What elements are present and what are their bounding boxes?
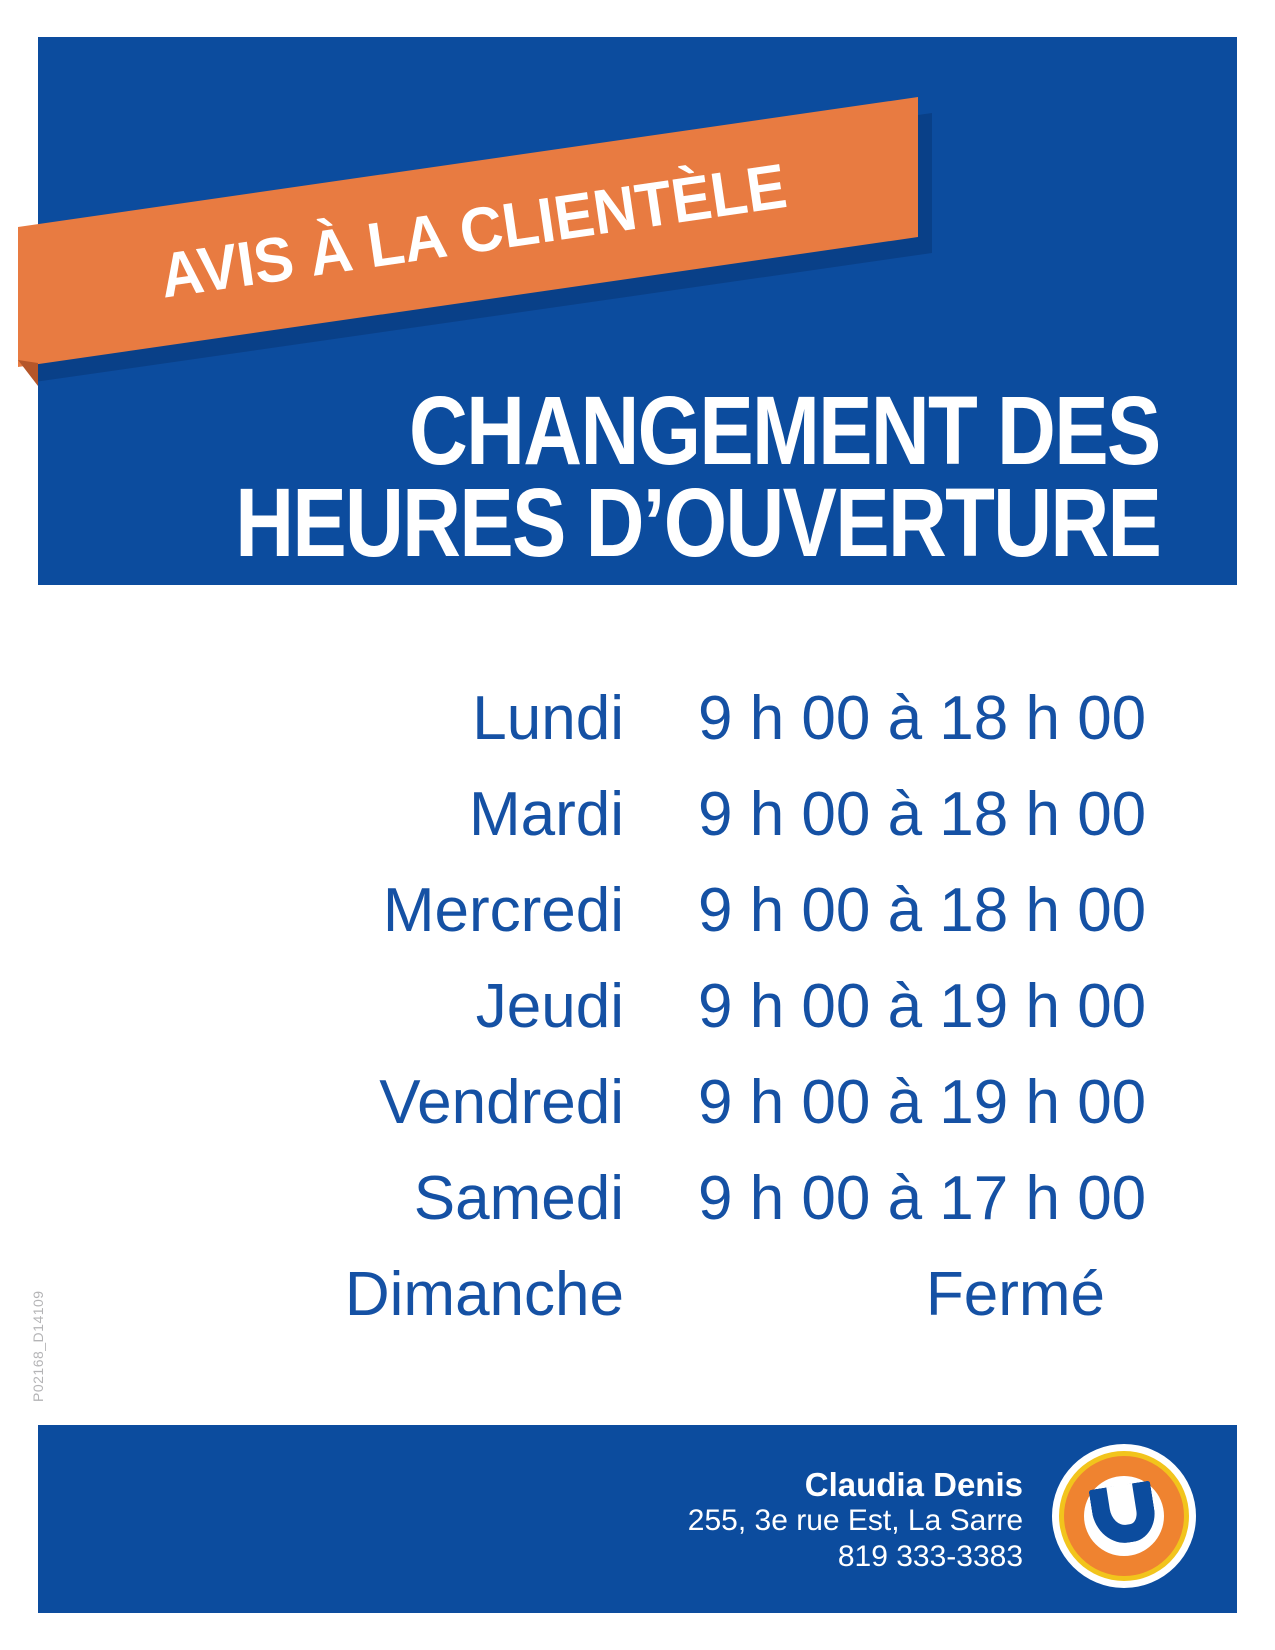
day-label: Lundi	[472, 684, 624, 753]
hours-row-friday: Vendredi 9 h 00 à 19 h 00	[0, 1072, 1275, 1152]
time-value: 9 h 00 à 19 h 00	[698, 972, 1147, 1041]
logo-u-icon: U	[1088, 1480, 1159, 1548]
contact-address: 255, 3e rue Est, La Sarre	[687, 1504, 1023, 1537]
page-title-line-1: CHANGEMENT DES	[409, 376, 1161, 485]
time-value: 9 h 00 à 18 h 00	[698, 780, 1147, 849]
hours-row-monday: Lundi 9 h 00 à 18 h 00	[0, 688, 1275, 768]
time-value: 9 h 00 à 17 h 00	[698, 1164, 1147, 1233]
time-value: 9 h 00 à 18 h 00	[698, 876, 1147, 945]
time-value: 9 h 00 à 19 h 00	[698, 1068, 1147, 1137]
logo-orange-ring-icon: U	[1064, 1456, 1184, 1576]
day-label: Mercredi	[382, 876, 624, 945]
page-title-line-2: HEURES D’OUVERTURE	[234, 468, 1162, 577]
hours-row-thursday: Jeudi 9 h 00 à 19 h 00	[0, 976, 1275, 1056]
closed-value: Fermé	[925, 1260, 1105, 1329]
logo-inner-circle-icon: U	[1084, 1476, 1164, 1556]
brand-logo: U	[1052, 1444, 1196, 1588]
day-label: Samedi	[413, 1164, 624, 1233]
hours-row-saturday: Samedi 9 h 00 à 17 h 00	[0, 1168, 1275, 1248]
logo-yellow-ring-icon: U	[1059, 1451, 1189, 1581]
day-label: Vendredi	[379, 1068, 624, 1137]
day-label: Mardi	[468, 780, 624, 849]
time-value: 9 h 00 à 18 h 00	[698, 684, 1147, 753]
contact-phone: 819 333-3383	[837, 1540, 1023, 1573]
hours-row-sunday: Dimanche Fermé	[0, 1264, 1275, 1344]
hours-row-tuesday: Mardi 9 h 00 à 18 h 00	[0, 784, 1275, 864]
day-label: Jeudi	[475, 972, 624, 1041]
footer-bar	[38, 1425, 1237, 1613]
hours-row-wednesday: Mercredi 9 h 00 à 18 h 00	[0, 880, 1275, 960]
print-code: P02168_D14109	[30, 1290, 46, 1402]
day-label: Dimanche	[344, 1260, 624, 1329]
contact-name: Claudia Denis	[804, 1466, 1023, 1503]
